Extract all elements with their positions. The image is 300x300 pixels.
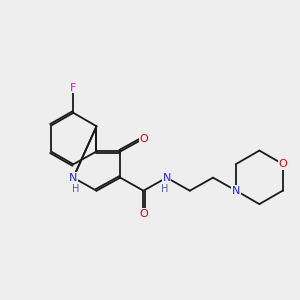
Text: O: O bbox=[139, 209, 148, 219]
Text: O: O bbox=[278, 159, 287, 169]
Text: N: N bbox=[69, 172, 77, 183]
Text: O: O bbox=[139, 134, 148, 144]
Text: H: H bbox=[161, 184, 169, 194]
Text: N: N bbox=[163, 172, 171, 183]
Text: N: N bbox=[232, 186, 240, 196]
Text: F: F bbox=[70, 82, 76, 93]
Text: H: H bbox=[72, 184, 79, 194]
